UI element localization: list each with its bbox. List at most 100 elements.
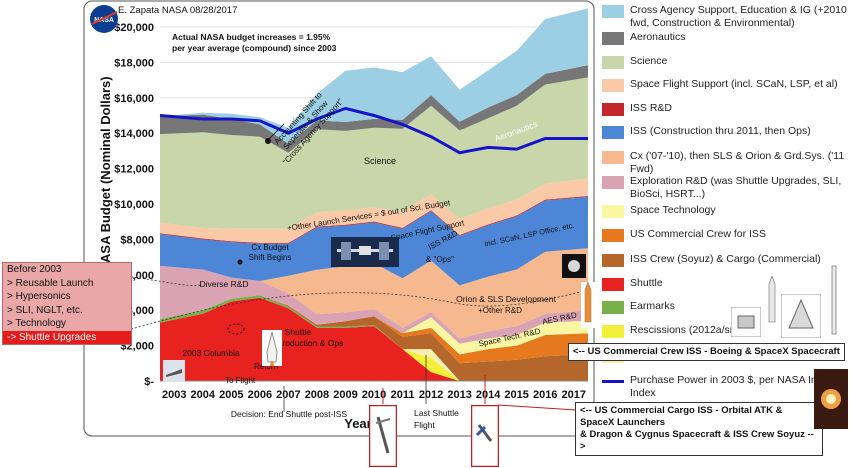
legend-item: ISS (Construction thru 2011, then Ops): [602, 125, 848, 139]
legend-item: Space Technology: [602, 204, 848, 218]
chart-legend: Cross Agency Support, Education & IG (+2…: [602, 0, 848, 400]
legend-label: ISS Crew (Soyuz) & Cargo (Commercial): [630, 253, 821, 265]
legend-swatch: [602, 325, 624, 338]
cx-budget-label-2: Shift Begins: [249, 253, 292, 262]
last-flight-label-1: Last Shuttle: [414, 408, 459, 418]
before-2003-title: Before 2003: [7, 264, 62, 275]
return-to-flight-label-2: To Flight: [225, 376, 256, 385]
legend-label: Cross Agency Support, Education & IG (+2…: [630, 4, 847, 29]
before-2003-item: > Technology: [7, 318, 67, 329]
before-2003-item: > SLI, NGLT, etc.: [7, 304, 83, 316]
science-label: Science: [364, 156, 396, 166]
cx-budget-label-1: Cx Budget: [251, 243, 289, 252]
area-aeronautics: [160, 65, 588, 153]
exploration-leader: [130, 290, 585, 330]
sls-image: [581, 282, 595, 328]
legend-item: US Commercial Crew for ISS: [602, 228, 848, 242]
legend-label: Rescissions (2012a/small): [630, 324, 753, 336]
columbia-label: 2003 Columbia: [182, 348, 239, 358]
legend-item: Earmarks: [602, 300, 848, 314]
last-flight-label-2: Flight: [414, 420, 435, 430]
legend-item: Purchase Power in 2003 $, per NASA Inf. …: [602, 374, 848, 400]
legend-swatch: [602, 229, 624, 242]
legend-swatch: [602, 205, 624, 218]
x-tick-label: 2017: [561, 389, 585, 401]
legend-label: Aeronautics: [630, 31, 686, 43]
shuttle-marker: [227, 323, 245, 335]
x-tick-label: 2010: [362, 389, 386, 401]
legend-swatch: [602, 126, 624, 139]
commercial-cargo-line-1: <-- US Commercial Cargo ISS - Orbital AT…: [580, 405, 783, 428]
y-tick-label: $8,000: [120, 234, 154, 246]
legend-item: Space Flight Support (incl. SCaN, LSP, e…: [602, 78, 848, 92]
accounting-marker: [265, 138, 271, 144]
orion-sls-label: Orion & SLS Development: [456, 294, 556, 304]
legend-swatch: [602, 103, 624, 116]
y-tick-label: $10,000: [114, 199, 154, 211]
shuttle-image: [262, 330, 282, 366]
return-to-flight-label-1: Return: [254, 362, 278, 371]
legend-label: Space Flight Support (incl. SCaN, LSP, e…: [630, 78, 838, 90]
legend-label: US Commercial Crew for ISS: [630, 228, 766, 240]
x-tick-label: 2003: [162, 389, 186, 401]
cargo-callout-leader: [497, 404, 577, 411]
columbia-image: [163, 360, 185, 382]
before-2003-item: > Hypersonics: [7, 291, 71, 302]
legend-item: ISS R&D: [602, 102, 848, 116]
legend-item: Science: [602, 55, 848, 69]
chart-title: E. Zapata NASA 08/28/2017: [118, 5, 237, 16]
y-tick-label: $-: [144, 376, 154, 388]
legend-swatch: [602, 176, 624, 189]
legend-item: ISS Crew (Soyuz) & Cargo (Commercial): [602, 253, 848, 267]
legend-label: ISS R&D: [630, 102, 673, 114]
iss-image: [331, 237, 399, 267]
area-space: [160, 178, 588, 243]
x-tick-label: 2015: [504, 389, 528, 401]
commercial-cargo-image: [471, 405, 499, 467]
area-science: [160, 77, 588, 229]
legend-label: Cx ('07-'10), then SLS & Orion & Grd.Sys…: [630, 150, 845, 175]
x-tick-label: 2004: [191, 389, 216, 401]
legend-item: Shuttle: [602, 277, 848, 291]
cx-budget-marker: [237, 259, 243, 265]
x-tick-label: 2016: [533, 389, 557, 401]
commercial-crew-callout: <-- US Commercial Crew ISS - Boeing & Sp…: [568, 343, 845, 361]
x-tick-label: 2009: [333, 389, 357, 401]
before-2003-box: Before 2003 > Reusable Launch > Hyperson…: [2, 262, 132, 345]
x-tick-label: 2013: [447, 389, 471, 401]
legend-swatch: [602, 301, 624, 314]
last-flight-image: [369, 405, 397, 467]
area-cross: [160, 8, 588, 144]
soyuz-launch-image: [814, 369, 848, 429]
legend-label: Exploration R&D (was Shuttle Upgrades, S…: [630, 175, 842, 200]
shuttle-production-label-1: Shuttle: [285, 327, 312, 337]
x-tick-label: 2007: [276, 389, 300, 401]
budget-note-box: [168, 29, 338, 55]
legend-swatch: [602, 380, 624, 383]
budget-note-line-2: per year average (compound) since 2003: [172, 43, 337, 53]
legend-swatch: [602, 79, 624, 92]
legend-item: Exploration R&D (was Shuttle Upgrades, S…: [602, 175, 848, 201]
legend-item: Aeronautics: [602, 31, 848, 45]
legend-label: ISS (Construction thru 2011, then Ops): [630, 125, 811, 137]
diverse-rd-leader: [130, 276, 203, 286]
legend-item: Cx ('07-'10), then SLS & Orion & Grd.Sys…: [602, 150, 848, 176]
legend-label: Space Technology: [630, 204, 716, 216]
area-iss: [160, 196, 588, 244]
legend-swatch: [602, 56, 624, 69]
y-tick-label: $12,000: [114, 164, 154, 176]
orion-image: [562, 254, 586, 278]
before-2003-shuttle-upgrades: -> Shuttle Upgrades: [3, 330, 131, 344]
x-tick-label: 2011: [391, 389, 415, 401]
legend-swatch: [602, 5, 624, 18]
commercial-cargo-line-2: & Dragon & Cygnus Spacecraft & ISS Crew …: [580, 429, 814, 452]
diverse-rd-label: Diverse R&D: [199, 279, 248, 289]
legend-label: Purchase Power in 2003 $, per NASA Inf. …: [630, 374, 823, 399]
nasa-logo-swoosh: [91, 11, 118, 25]
atlas-image: [766, 276, 778, 326]
legend-item: Rescissions (2012a/small): [602, 324, 848, 338]
other-rd-label: +Other R&D: [478, 306, 522, 315]
shuttle-production-label-2: Production & Ops: [277, 338, 344, 348]
